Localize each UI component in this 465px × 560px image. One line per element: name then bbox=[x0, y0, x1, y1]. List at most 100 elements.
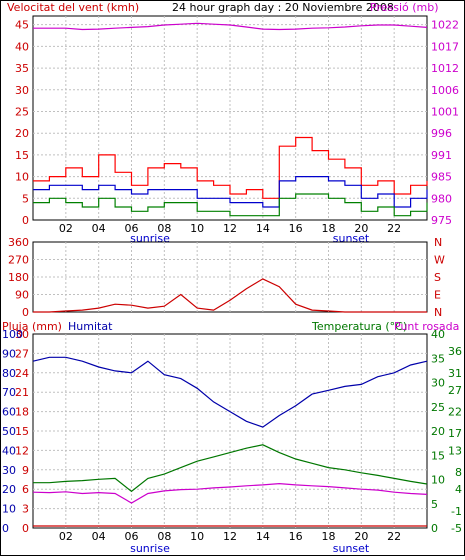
bottom-x-tick-label: 16 bbox=[289, 530, 303, 543]
bottom-x-tick-label: 14 bbox=[256, 530, 270, 543]
rain-y-tick-label: 21 bbox=[15, 386, 29, 399]
wind-x-tick-label: 08 bbox=[157, 222, 171, 235]
pressure-y-tick-label: 1017 bbox=[431, 40, 459, 53]
rain-humidity-temp-grid bbox=[33, 334, 427, 528]
rain-y-tick-label: 0 bbox=[22, 522, 29, 535]
wind-speed-avg-line bbox=[33, 176, 428, 208]
humidity-y-tick-label: 0 bbox=[2, 522, 9, 535]
dewpoint-line bbox=[32, 482, 428, 504]
pressure-y-tick-label: 980 bbox=[431, 192, 452, 205]
dewpoint-y-tick-label: 4 bbox=[455, 483, 462, 496]
wind-x-tick-label: 18 bbox=[322, 222, 336, 235]
wind-y-tick-label: 10 bbox=[15, 171, 29, 184]
wind-x-tick-label: 12 bbox=[223, 222, 237, 235]
dewpoint-y-tick-label: 27 bbox=[448, 384, 462, 397]
bottom-x-tick-label: 04 bbox=[92, 530, 106, 543]
wind-x-ticks: 02 04 06 08 10 12 14 16 18 20 22 bbox=[59, 222, 401, 235]
pressure-y-tick-label: 1001 bbox=[431, 105, 459, 118]
rain-y-tick-label: 15 bbox=[15, 425, 29, 438]
dewpoint-y-tick-label: 36 bbox=[448, 345, 462, 358]
bottom-x-tick-label: 08 bbox=[157, 530, 171, 543]
compass-label: W bbox=[434, 254, 445, 267]
wind-y-tick-label: 30 bbox=[15, 84, 29, 97]
compass-label: N bbox=[434, 306, 442, 319]
pressure-y-tick-label: 1022 bbox=[431, 19, 459, 32]
wind-x-tick-label: 14 bbox=[256, 222, 270, 235]
temperature-y-tick-label: 30 bbox=[431, 377, 445, 390]
sunrise-label-bottom: sunrise bbox=[130, 542, 170, 555]
temperature-y-tick-label: 25 bbox=[431, 401, 445, 414]
bottom-x-tick-label: 02 bbox=[59, 530, 73, 543]
dewpoint-y-tick-label: 8 bbox=[455, 466, 462, 479]
wind-x-tick-label: 20 bbox=[354, 222, 368, 235]
rain-y-tick-label: 6 bbox=[22, 483, 29, 496]
temperature-y-tick-label: 5 bbox=[431, 498, 438, 511]
wind-y-ticks: 0 5 10 15 20 25 30 35 40 45 bbox=[15, 19, 29, 227]
compass-label: E bbox=[434, 289, 441, 302]
sunset-label-bottom: sunset bbox=[333, 542, 370, 555]
temperature-y-tick-label: 0 bbox=[431, 522, 438, 535]
wind-x-tick-label: 06 bbox=[125, 222, 139, 235]
rain-y-tick-label: 30 bbox=[15, 328, 29, 341]
rain-y-tick-label: 24 bbox=[15, 367, 29, 380]
wind-direction-line bbox=[33, 278, 427, 313]
wind-x-tick-label: 04 bbox=[92, 222, 106, 235]
bottom-x-tick-label: 18 bbox=[322, 530, 336, 543]
direction-y-tick-label: 270 bbox=[8, 254, 29, 267]
pressure-y-ticks: 975 980 985 991 996 1001 1006 1012 1017 1022 bbox=[431, 19, 459, 227]
pressure-y-tick-label: 991 bbox=[431, 149, 452, 162]
humidity-y-tick-label: 80 bbox=[2, 367, 16, 380]
humidity-y-tick-label: 30 bbox=[2, 464, 16, 477]
pressure-y-tick-label: 985 bbox=[431, 171, 452, 184]
humidity-y-tick-label: 70 bbox=[2, 386, 16, 399]
wind-y-tick-label: 5 bbox=[22, 192, 29, 205]
compass-label: S bbox=[434, 271, 441, 284]
rain-y-tick-label: 3 bbox=[22, 503, 29, 516]
temperature-y-tick-label: 35 bbox=[431, 352, 445, 365]
chart-title: 24 hour graph day : 20 Noviembre 2008 bbox=[172, 1, 394, 14]
bottom-x-tick-label: 20 bbox=[354, 530, 368, 543]
pressure-y-tick-label: 1012 bbox=[431, 62, 459, 75]
wind-pressure-series bbox=[33, 22, 428, 217]
wind-x-tick-label: 10 bbox=[190, 222, 204, 235]
rain-axis-title: Pluja (mm) bbox=[2, 320, 62, 333]
direction-y-tick-label: 180 bbox=[8, 271, 29, 284]
temperature-y-tick-label: 10 bbox=[431, 474, 445, 487]
direction-y-tick-label: 0 bbox=[22, 306, 29, 319]
bottom-x-tick-label: 10 bbox=[190, 530, 204, 543]
wind-direction-series bbox=[33, 278, 427, 313]
bottom-x-ticks: 02 04 06 08 10 12 14 16 18 20 22 bbox=[59, 530, 401, 543]
dewpoint-y-tick-label: 22 bbox=[448, 406, 462, 419]
wind-y-tick-label: 0 bbox=[22, 214, 29, 227]
pressure-y-tick-label: 1006 bbox=[431, 84, 459, 97]
direction-y-tick-label: 360 bbox=[8, 236, 29, 249]
wind-x-tick-label: 02 bbox=[59, 222, 73, 235]
dewpoint-y-ticks: -5 -1 4 8 13 17 22 27 31 36 bbox=[448, 345, 462, 535]
pressure-y-tick-label: 996 bbox=[431, 127, 452, 140]
pressure-y-tick-label: 975 bbox=[431, 214, 452, 227]
wind-axis-title: Velocitat del vent (kmh) bbox=[7, 1, 139, 14]
dewpoint-y-tick-label: -1 bbox=[451, 505, 462, 518]
wind-y-tick-label: 45 bbox=[15, 19, 29, 32]
rain-y-tick-label: 12 bbox=[15, 444, 29, 457]
wind-speed-min-line bbox=[33, 193, 428, 217]
direction-y-ticks: 0 90 180 270 360 bbox=[8, 236, 29, 319]
wind-y-tick-label: 20 bbox=[15, 127, 29, 140]
wind-x-tick-label: 16 bbox=[289, 222, 303, 235]
wind-direction-grid bbox=[33, 242, 427, 312]
humidity-y-tick-label: 100 bbox=[2, 328, 23, 341]
humidity-line bbox=[32, 356, 428, 428]
dewpoint-y-tick-label: 17 bbox=[448, 427, 462, 440]
humidity-y-tick-label: 10 bbox=[2, 503, 16, 516]
bottom-x-tick-label: 12 bbox=[223, 530, 237, 543]
bottom-x-tick-label: 22 bbox=[387, 530, 401, 543]
rain-y-tick-label: 18 bbox=[15, 406, 29, 419]
rain-y-tick-label: 27 bbox=[15, 347, 29, 360]
dewpoint-y-tick-label: 13 bbox=[448, 444, 462, 457]
wind-y-tick-label: 40 bbox=[15, 40, 29, 53]
wind-y-tick-label: 15 bbox=[15, 149, 29, 162]
rain-humidity-temp-series bbox=[32, 356, 428, 527]
humidity-y-tick-label: 20 bbox=[2, 483, 16, 496]
